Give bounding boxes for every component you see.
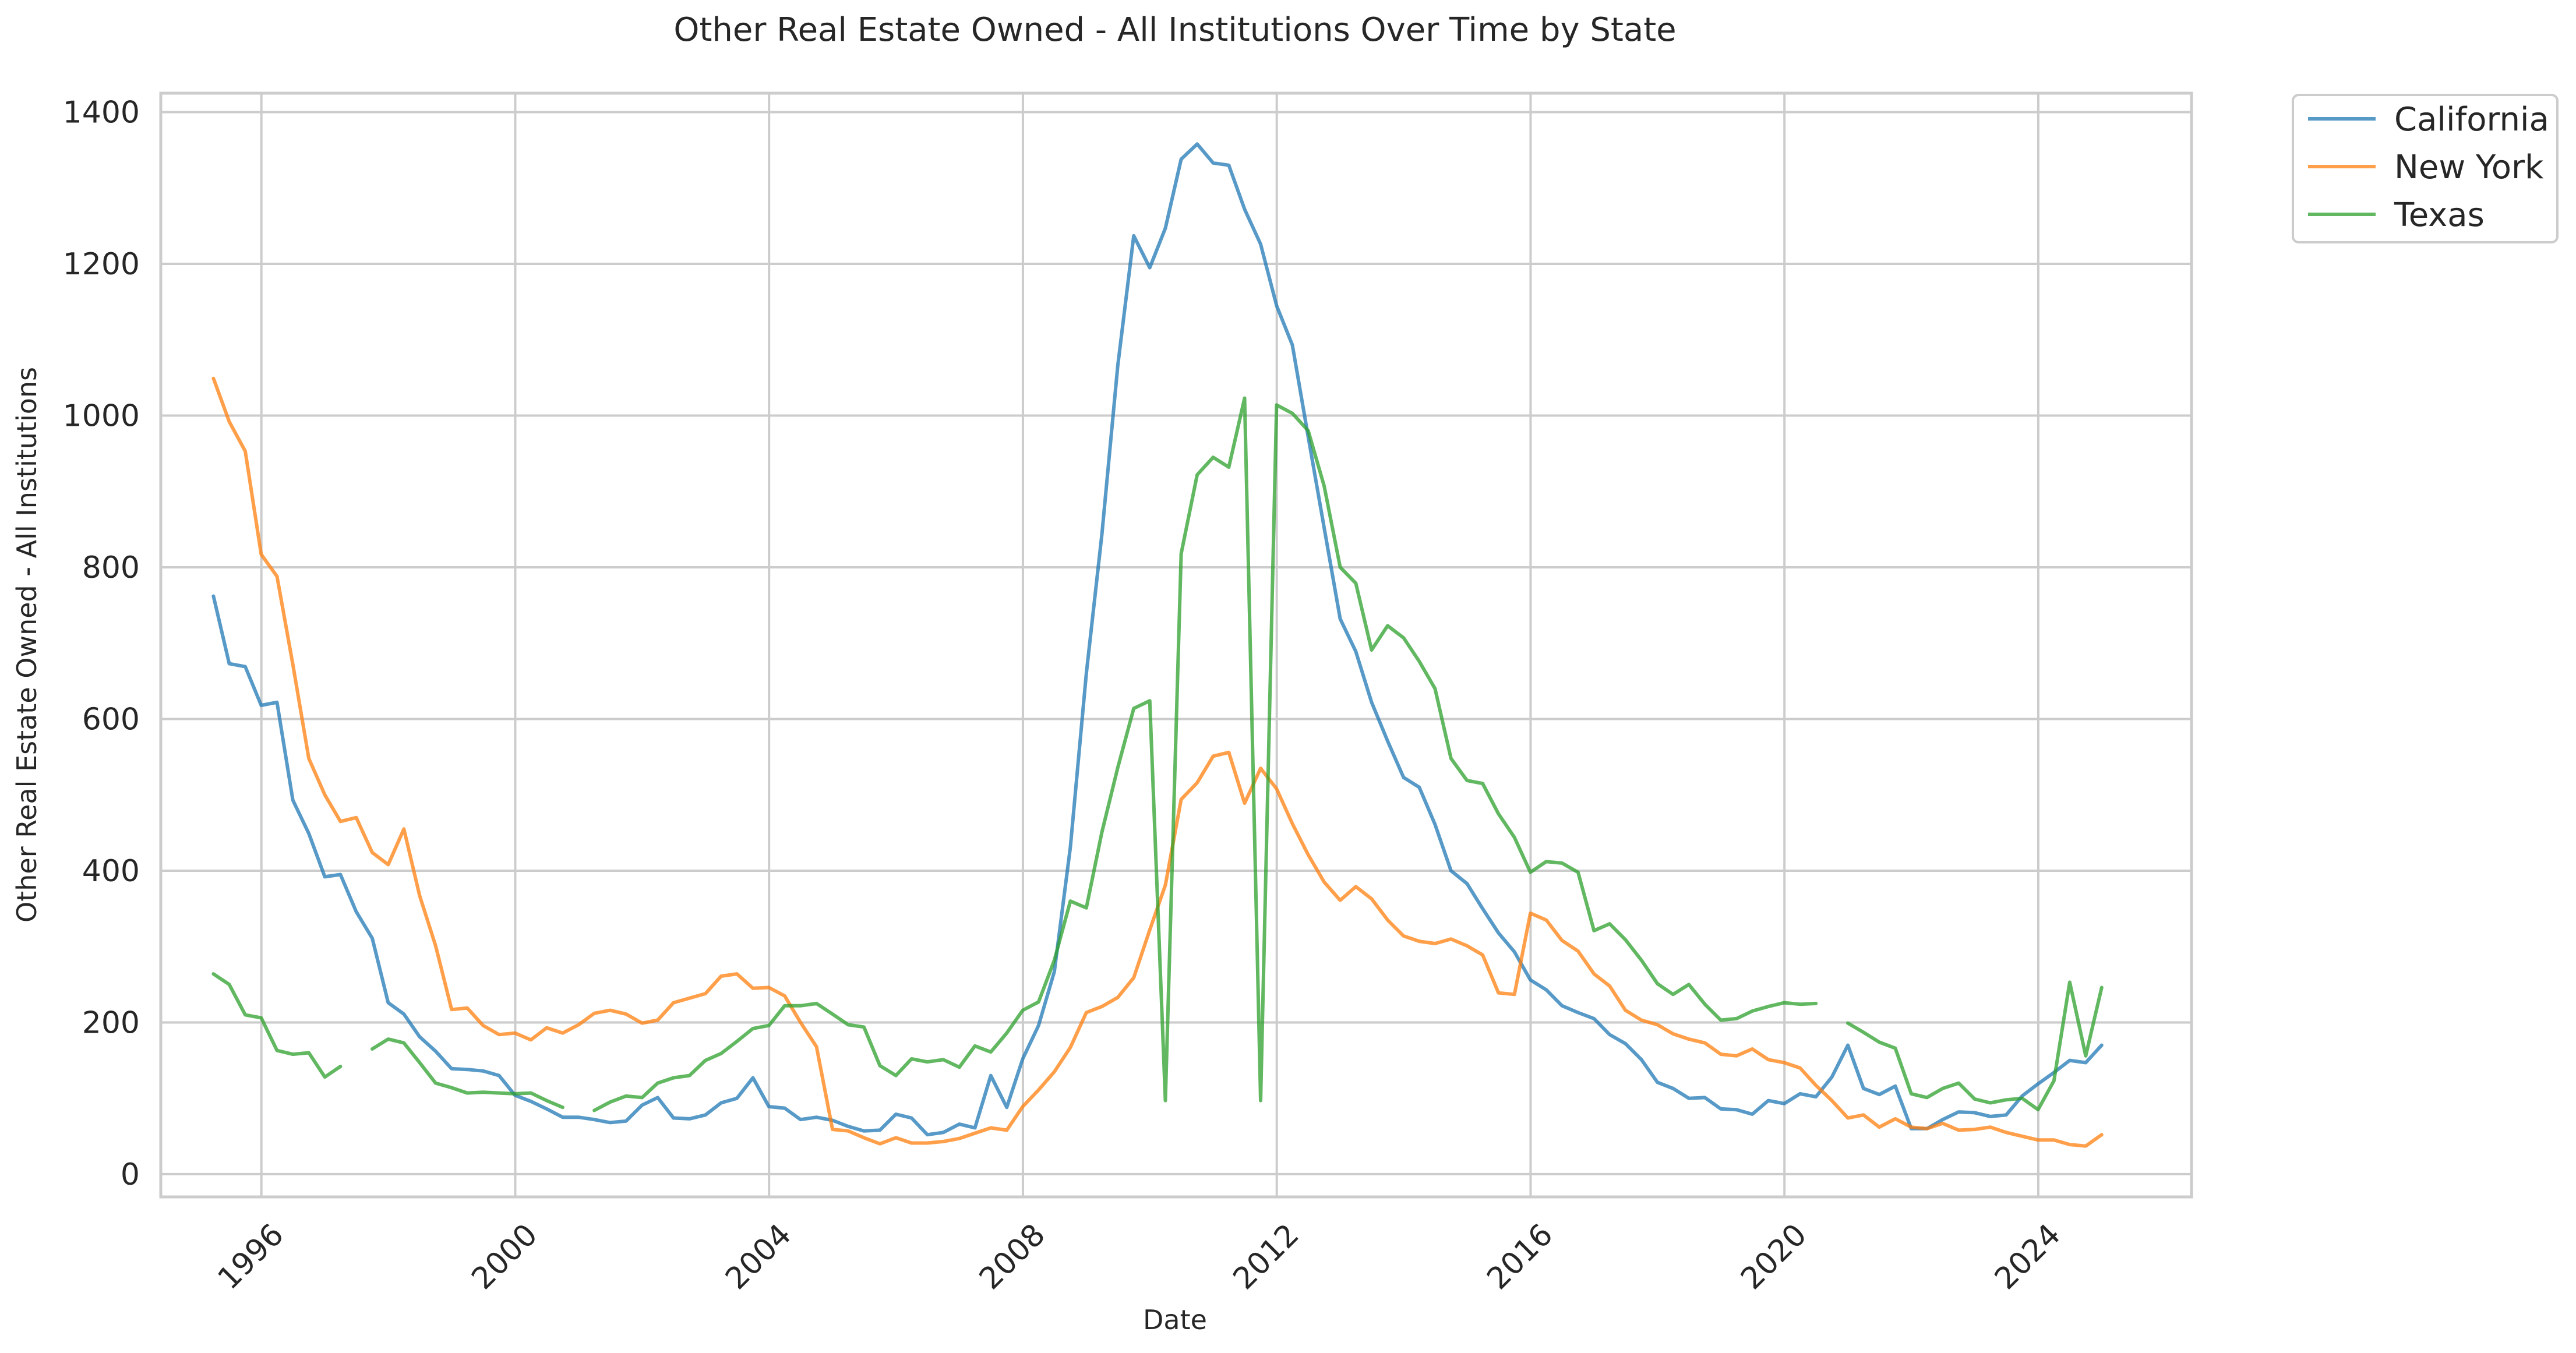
x-tick-label: 2012 <box>1227 1217 1306 1297</box>
x-tick-label: 1996 <box>211 1217 291 1297</box>
y-tick-label: 800 <box>82 550 140 585</box>
legend-label-california: California <box>2394 101 2549 139</box>
y-tick-label: 1000 <box>63 399 140 434</box>
series-lines <box>211 142 2104 1148</box>
x-tick-label: 2020 <box>1734 1217 1813 1297</box>
y-axis-ticks: 0 200 400 600 800 1000 1200 1400 <box>63 96 140 1192</box>
series-line-new-york <box>211 376 2104 1148</box>
y-tick-label: 1400 <box>63 96 140 130</box>
x-axis-ticks: 1996 2000 2004 2008 2012 2016 2020 2024 <box>211 1217 2067 1297</box>
legend: California New York Texas <box>2292 94 2559 243</box>
y-tick-label: 200 <box>82 1005 140 1040</box>
y-tick-label: 1200 <box>63 247 140 282</box>
legend-box <box>2292 94 2559 243</box>
x-tick-label: 2008 <box>973 1217 1052 1297</box>
grid-lines <box>161 93 2192 1197</box>
legend-label-texas: Texas <box>2394 196 2485 234</box>
x-tick-label: 2024 <box>1988 1217 2067 1297</box>
x-tick-label: 2000 <box>465 1217 544 1297</box>
y-tick-label: 600 <box>82 702 140 737</box>
chart-title: Other Real Estate Owned - All Institutio… <box>673 11 1676 49</box>
x-tick-label: 2016 <box>1480 1217 1559 1297</box>
y-axis-label: Other Real Estate Owned - All Institutio… <box>11 367 43 923</box>
x-tick-label: 2004 <box>719 1217 798 1297</box>
x-axis-label: Date <box>1143 1304 1207 1336</box>
y-tick-label: 400 <box>82 854 140 889</box>
series-line-california <box>211 142 2104 1137</box>
legend-label-new-york: New York <box>2394 149 2544 186</box>
plot-area-frame <box>159 91 2193 1199</box>
y-tick-label: 0 <box>121 1157 140 1192</box>
series-line-texas <box>211 396 2104 1112</box>
